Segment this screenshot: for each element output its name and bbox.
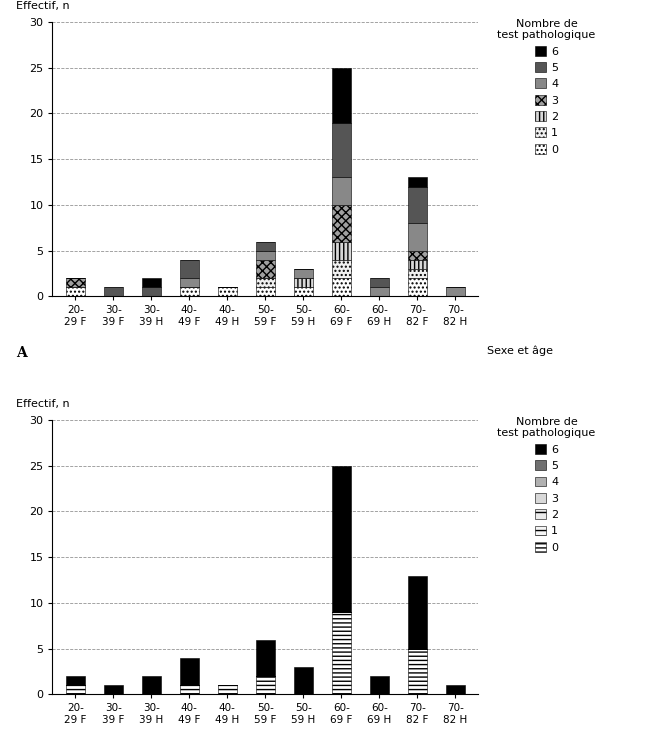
Bar [255,251,275,260]
Bar [141,287,160,297]
Bar [408,575,427,648]
Bar [66,685,84,694]
Bar [408,178,427,186]
Bar [217,685,236,694]
Bar [103,287,122,297]
Bar [179,260,198,278]
Bar [255,640,275,676]
Bar [294,278,313,287]
Bar [332,123,351,178]
Bar [255,287,275,297]
Text: A: A [16,346,27,360]
Bar [255,241,275,251]
Bar [66,287,84,297]
Bar [446,685,465,694]
Bar [255,676,275,694]
Bar [217,287,236,297]
Bar [255,278,275,287]
Bar [446,287,465,297]
Bar [332,278,351,297]
Bar [370,287,389,297]
Text: Effectif, n: Effectif, n [16,399,70,409]
Bar [255,260,275,278]
Text: Effectif, n: Effectif, n [16,1,70,11]
Text: Sexe et âge: Sexe et âge [487,346,553,356]
Bar [179,685,198,694]
Bar [179,287,198,297]
Bar [66,676,84,685]
Bar [66,278,84,287]
Bar [332,68,351,123]
Bar [141,676,160,694]
Bar [408,648,427,694]
Bar [332,612,351,694]
Bar [294,287,313,297]
Bar [332,260,351,278]
Bar [179,278,198,287]
Bar [408,260,427,269]
Bar [294,269,313,278]
Bar [370,676,389,694]
Legend: 6, 5, 4, 3, 2, 1, 0: 6, 5, 4, 3, 2, 1, 0 [495,16,598,157]
Bar [408,186,427,223]
Bar [408,278,427,297]
Bar [370,278,389,287]
Bar [103,685,122,694]
Bar [141,278,160,287]
Bar [294,667,313,694]
Bar [179,658,198,685]
Bar [332,241,351,260]
Bar [332,178,351,205]
Legend: 6, 5, 4, 3, 2, 1, 0: 6, 5, 4, 3, 2, 1, 0 [495,414,598,555]
Bar [332,205,351,241]
Bar [408,269,427,278]
Bar [408,251,427,260]
Bar [332,466,351,612]
Bar [408,223,427,251]
